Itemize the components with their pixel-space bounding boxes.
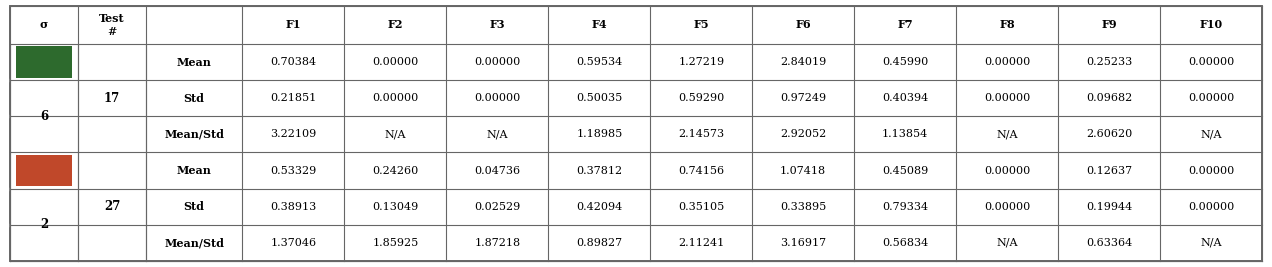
Text: 0.42094: 0.42094 bbox=[576, 202, 622, 212]
Text: F2: F2 bbox=[388, 19, 403, 30]
Text: Mean/Std: Mean/Std bbox=[164, 129, 224, 140]
Text: 1.37046: 1.37046 bbox=[271, 238, 317, 248]
Text: F9: F9 bbox=[1102, 19, 1117, 30]
Text: 2.14573: 2.14573 bbox=[678, 129, 724, 139]
Text: 0.40394: 0.40394 bbox=[881, 93, 929, 103]
Text: 0.12637: 0.12637 bbox=[1086, 166, 1132, 176]
Text: 0.59534: 0.59534 bbox=[576, 57, 622, 67]
Text: σ: σ bbox=[39, 19, 48, 30]
Text: 3.22109: 3.22109 bbox=[270, 129, 317, 139]
Text: 0.50035: 0.50035 bbox=[576, 93, 622, 103]
Text: Test
#: Test # bbox=[99, 13, 125, 37]
Text: 0.00000: 0.00000 bbox=[1188, 202, 1234, 212]
Text: 0.79334: 0.79334 bbox=[881, 202, 929, 212]
Text: 2.92052: 2.92052 bbox=[780, 129, 827, 139]
Text: Mean: Mean bbox=[177, 165, 211, 176]
Text: 1.85925: 1.85925 bbox=[373, 238, 418, 248]
Text: 0.24260: 0.24260 bbox=[373, 166, 418, 176]
Text: F3: F3 bbox=[490, 19, 505, 30]
Text: 0.38913: 0.38913 bbox=[270, 202, 317, 212]
Text: N/A: N/A bbox=[384, 129, 406, 139]
Text: 0.00000: 0.00000 bbox=[985, 202, 1030, 212]
Text: 0.45990: 0.45990 bbox=[881, 57, 929, 67]
Text: 17: 17 bbox=[104, 92, 120, 105]
Text: F8: F8 bbox=[1000, 19, 1015, 30]
Text: 0.35105: 0.35105 bbox=[678, 202, 724, 212]
Text: 2.84019: 2.84019 bbox=[780, 57, 827, 67]
Text: N/A: N/A bbox=[487, 129, 508, 139]
Text: F5: F5 bbox=[693, 19, 709, 30]
Text: 0.13049: 0.13049 bbox=[373, 202, 418, 212]
Text: Mean: Mean bbox=[177, 57, 211, 68]
Text: F7: F7 bbox=[897, 19, 913, 30]
Text: 0.04736: 0.04736 bbox=[474, 166, 520, 176]
Text: 1.27219: 1.27219 bbox=[678, 57, 724, 67]
Text: 0.97249: 0.97249 bbox=[780, 93, 827, 103]
Text: 0.21851: 0.21851 bbox=[270, 93, 317, 103]
Bar bbox=[17, 155, 71, 186]
Text: N/A: N/A bbox=[996, 238, 1018, 248]
Text: 0.45089: 0.45089 bbox=[881, 166, 929, 176]
Text: 1.07418: 1.07418 bbox=[780, 166, 827, 176]
Text: 27: 27 bbox=[104, 200, 120, 213]
Text: 0.00000: 0.00000 bbox=[1188, 166, 1234, 176]
Text: 0.53329: 0.53329 bbox=[270, 166, 317, 176]
Bar bbox=[17, 46, 71, 78]
Text: 2: 2 bbox=[39, 218, 48, 231]
Text: N/A: N/A bbox=[1201, 129, 1222, 139]
Text: 0.19944: 0.19944 bbox=[1086, 202, 1132, 212]
Text: 0.25233: 0.25233 bbox=[1086, 57, 1132, 67]
Text: N/A: N/A bbox=[996, 129, 1018, 139]
Text: Std: Std bbox=[183, 93, 205, 104]
Text: 6: 6 bbox=[39, 110, 48, 123]
Text: 2.60620: 2.60620 bbox=[1086, 129, 1132, 139]
Text: 2.11241: 2.11241 bbox=[678, 238, 724, 248]
Text: N/A: N/A bbox=[1201, 238, 1222, 248]
Text: 0.37812: 0.37812 bbox=[576, 166, 622, 176]
Text: 0.00000: 0.00000 bbox=[474, 93, 520, 103]
Text: 0.89827: 0.89827 bbox=[576, 238, 622, 248]
Text: 0.74156: 0.74156 bbox=[678, 166, 724, 176]
Text: 0.00000: 0.00000 bbox=[373, 93, 418, 103]
Text: 0.70384: 0.70384 bbox=[271, 57, 317, 67]
Text: 0.00000: 0.00000 bbox=[985, 166, 1030, 176]
Text: Std: Std bbox=[183, 201, 205, 212]
Text: 0.02529: 0.02529 bbox=[474, 202, 520, 212]
Text: 0.00000: 0.00000 bbox=[373, 57, 418, 67]
Text: 3.16917: 3.16917 bbox=[780, 238, 827, 248]
Text: 0.00000: 0.00000 bbox=[985, 57, 1030, 67]
Text: 0.00000: 0.00000 bbox=[1188, 57, 1234, 67]
Text: 0.00000: 0.00000 bbox=[985, 93, 1030, 103]
Text: 1.18985: 1.18985 bbox=[576, 129, 622, 139]
Text: Mean/Std: Mean/Std bbox=[164, 237, 224, 248]
Text: 0.00000: 0.00000 bbox=[474, 57, 520, 67]
Text: 1.13854: 1.13854 bbox=[881, 129, 929, 139]
Text: 0.00000: 0.00000 bbox=[1188, 93, 1234, 103]
Text: 0.33895: 0.33895 bbox=[780, 202, 827, 212]
Text: 0.63364: 0.63364 bbox=[1086, 238, 1132, 248]
Text: F6: F6 bbox=[795, 19, 812, 30]
Text: F4: F4 bbox=[591, 19, 607, 30]
Text: 1.87218: 1.87218 bbox=[474, 238, 520, 248]
Text: 0.09682: 0.09682 bbox=[1086, 93, 1132, 103]
Text: F1: F1 bbox=[286, 19, 301, 30]
Text: F10: F10 bbox=[1199, 19, 1222, 30]
Text: 0.59290: 0.59290 bbox=[678, 93, 724, 103]
Text: 0.56834: 0.56834 bbox=[881, 238, 929, 248]
